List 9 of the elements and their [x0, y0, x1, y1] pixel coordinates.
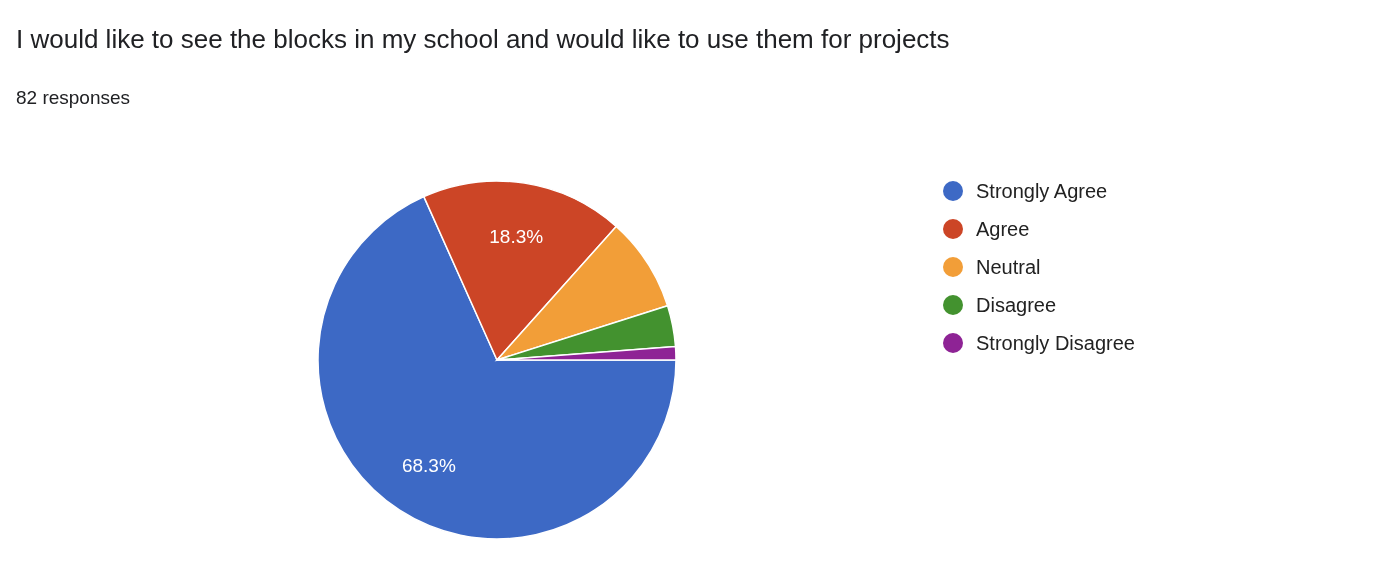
legend-label: Neutral: [976, 256, 1041, 278]
legend-label: Strongly Disagree: [976, 332, 1135, 354]
data-label: 68.3%: [401, 454, 456, 476]
legend-label: Strongly Agree: [976, 180, 1108, 202]
legend-label: Disagree: [976, 294, 1057, 316]
text: 82 responses: [16, 87, 131, 108]
data-label: 18.3%: [489, 225, 544, 247]
legend-label: Agree: [976, 218, 1030, 240]
chart-title: I would like to see the blocks in my school and would like to use them for projects: [16, 24, 950, 54]
